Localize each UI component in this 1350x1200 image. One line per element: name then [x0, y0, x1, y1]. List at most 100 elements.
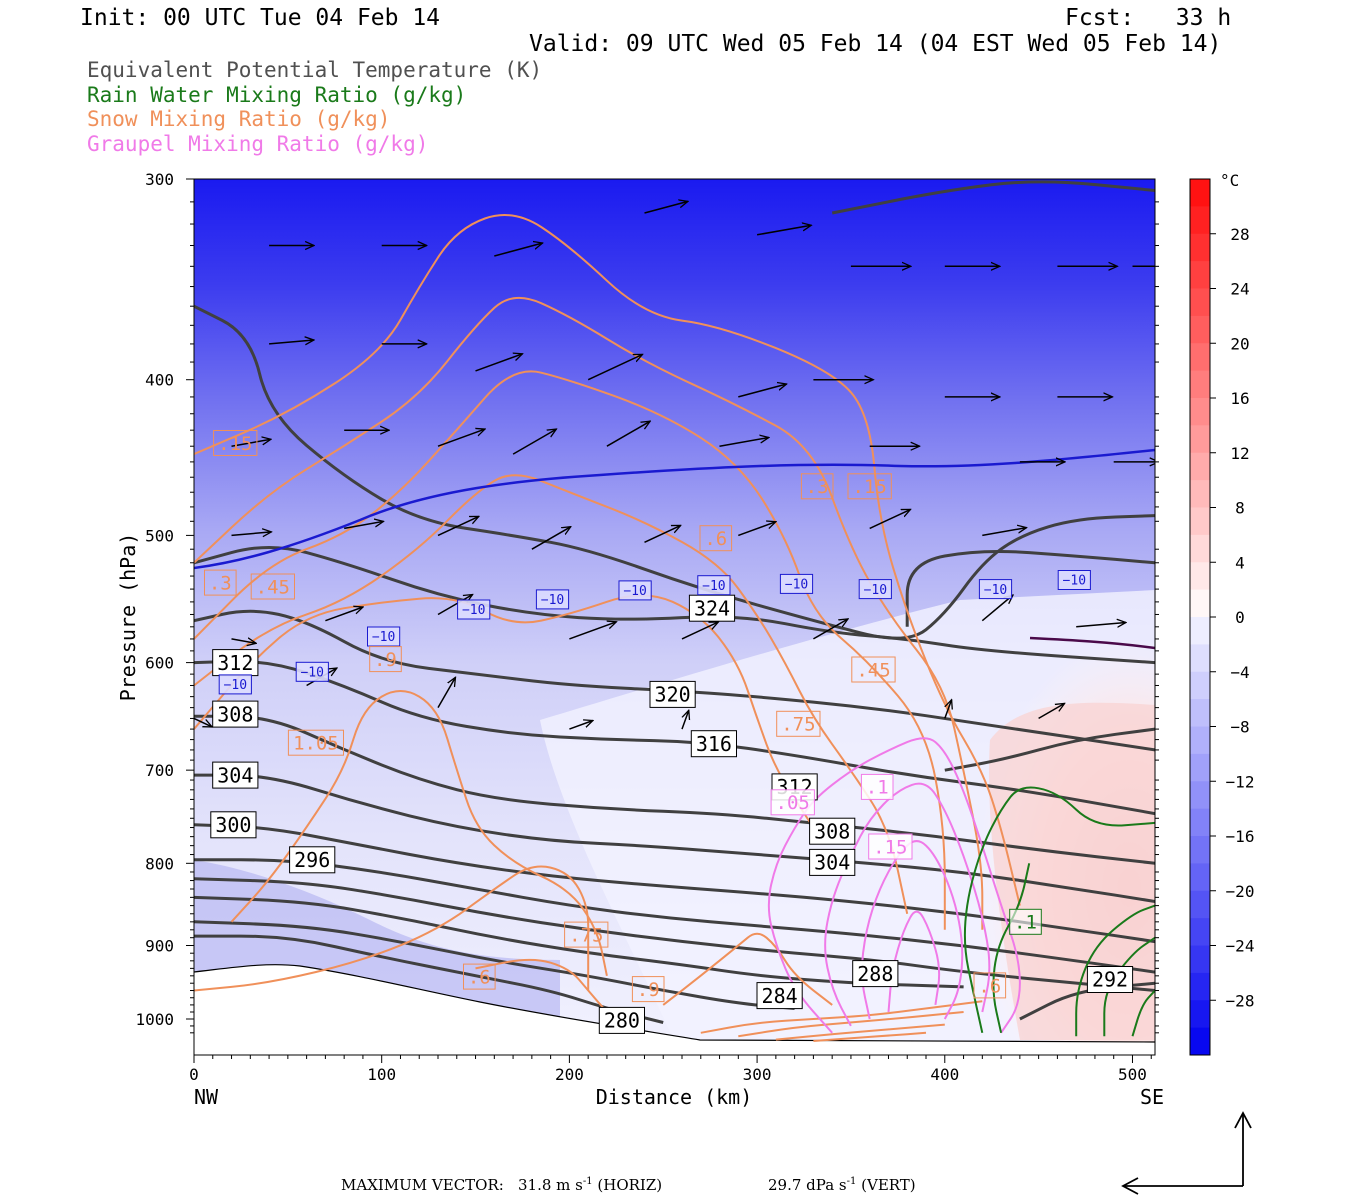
- snow-label-text: .3: [209, 572, 232, 594]
- isotherm-label-box: [858, 579, 892, 600]
- theta-e-contour: [194, 920, 795, 1010]
- theta-e-contour: [905, 549, 1155, 627]
- isotherm-label: −10: [978, 579, 1013, 600]
- wind-vector: [681, 710, 689, 730]
- wind-vectors: [194, 201, 1155, 730]
- isotherm-label-text: −10: [1063, 574, 1086, 589]
- theta-e-label-box: [210, 811, 257, 839]
- wind-vector: [587, 353, 642, 381]
- wind-vector: [738, 384, 786, 398]
- colorbar-swatch: [1190, 179, 1210, 207]
- colorbar-swatch: [1190, 890, 1210, 919]
- wind-vector: [644, 524, 681, 543]
- colorbar-tick-label: 28: [1230, 225, 1249, 244]
- isotherm-label-box: [218, 674, 252, 695]
- legend-snow: Snow Mixing Ratio (g/kg): [87, 107, 391, 131]
- isotherm-label-box: [618, 580, 652, 601]
- snow-label-box: [564, 921, 609, 948]
- theta-e-label: 296: [289, 846, 336, 874]
- colorbar-swatch: [1190, 206, 1210, 235]
- colorbar-tick-label: 12: [1230, 444, 1249, 463]
- theta-e-label-text: 316: [696, 732, 732, 756]
- colorbar-tick-label: 16: [1230, 389, 1249, 408]
- isotherm-label-box: [697, 575, 731, 596]
- snow-label-box: [973, 972, 1007, 999]
- snow-label-text: .15: [218, 433, 252, 455]
- snow-contour: [738, 1011, 964, 1038]
- graupel-label: .05: [770, 789, 815, 816]
- colorbar-swatch: [1190, 836, 1210, 864]
- isotherm-label-text: −10: [702, 579, 725, 594]
- colorbar-swatch: [1190, 945, 1210, 974]
- y-tick-label: 800: [145, 854, 174, 873]
- isotherm-label: −10: [295, 661, 329, 682]
- wind-vector: [494, 243, 542, 257]
- x-tick-label: 0: [189, 1065, 199, 1084]
- vector-reference-arrows: [1121, 1111, 1252, 1195]
- isotherm-minus-10: [194, 448, 1155, 570]
- theta-e-label: 304: [212, 761, 259, 789]
- snow-label-box: [851, 656, 896, 683]
- snow-label: 1.05: [287, 729, 344, 756]
- snow-label: .9: [631, 976, 665, 1003]
- wind-vector: [1076, 623, 1126, 627]
- theta-e-label-box: [756, 982, 803, 1010]
- snow-contour: [775, 1023, 945, 1041]
- graupel-label-text: .1: [866, 777, 889, 799]
- snow-label-text: .6: [978, 975, 1001, 997]
- theta-e-label: 284: [756, 982, 803, 1010]
- colorbar-swatch: [1190, 562, 1210, 591]
- snow-label: .45: [250, 573, 295, 600]
- isotherm-label: −10: [535, 589, 570, 610]
- isotherm-label: −10: [618, 580, 652, 601]
- colorbar-swatch: [1190, 918, 1210, 946]
- snow-contour: [194, 370, 946, 930]
- rain-label: .1: [1009, 908, 1042, 935]
- colorbar-tick-label: −28: [1226, 991, 1255, 1010]
- colorbar-tick-label: −16: [1226, 827, 1255, 846]
- isotherm-label-box: [779, 573, 814, 594]
- rain-label-text: .1: [1014, 912, 1037, 934]
- isotherm-label-text: −10: [623, 584, 646, 599]
- snow-label: .45: [851, 656, 896, 683]
- wind-vector: [325, 607, 363, 622]
- theta-e-label-box: [289, 846, 336, 874]
- graupel-label-text: .05: [776, 792, 810, 814]
- x-axis: 0 100 200 300 400 500: [189, 1055, 1152, 1084]
- snow-contour: [194, 594, 815, 829]
- x-tick-label: 400: [930, 1065, 959, 1084]
- theta-e-label: 288: [852, 960, 899, 988]
- theta-e-label-text: 280: [604, 1009, 640, 1033]
- colorbar-tick-label: −20: [1226, 882, 1255, 901]
- theta-e-label: 308: [212, 700, 259, 728]
- colorbar: 28 24 20 16 12 8 4 0 −4 −8 −12 −16 −20 −24 −28: [1189, 178, 1255, 1056]
- colorbar-swatch: [1190, 370, 1210, 399]
- colorbar-swatch: [1190, 507, 1210, 536]
- snow-label-text: .9: [374, 649, 397, 671]
- theta-e-contour: [194, 609, 1155, 752]
- colorbar-swatch: [1190, 343, 1210, 372]
- colorbar-swatch: [1190, 617, 1210, 645]
- snow-label-text: .3: [806, 476, 829, 498]
- wind-vector: [344, 521, 383, 530]
- graupel-label-text: .15: [873, 836, 907, 858]
- wind-vector: [437, 677, 456, 708]
- snow-label: .6: [973, 972, 1007, 999]
- terrain: [194, 964, 1155, 1055]
- wind-vector: [1038, 703, 1065, 720]
- isotherm-label-box: [535, 589, 570, 610]
- snow-label-box: [369, 646, 402, 673]
- rain-contour: [963, 786, 1155, 1034]
- snow-label-box: [631, 976, 665, 1003]
- isotherm-label-text: −10: [300, 666, 323, 681]
- isotherm-label: −10: [858, 579, 892, 600]
- snow-label-text: .45: [256, 576, 290, 598]
- theta-e-label-text: 300: [215, 813, 251, 837]
- colorbar-swatch: [1190, 452, 1210, 481]
- snow-label-text: .6: [468, 966, 491, 988]
- theta-e-contour: [194, 823, 1155, 944]
- wind-vector: [813, 619, 848, 640]
- theta-e-label: 304: [809, 848, 856, 876]
- snow-label: .9: [369, 646, 402, 673]
- valid-time: Valid: 09 UTC Wed 05 Feb 14 (04 EST Wed …: [529, 31, 1222, 57]
